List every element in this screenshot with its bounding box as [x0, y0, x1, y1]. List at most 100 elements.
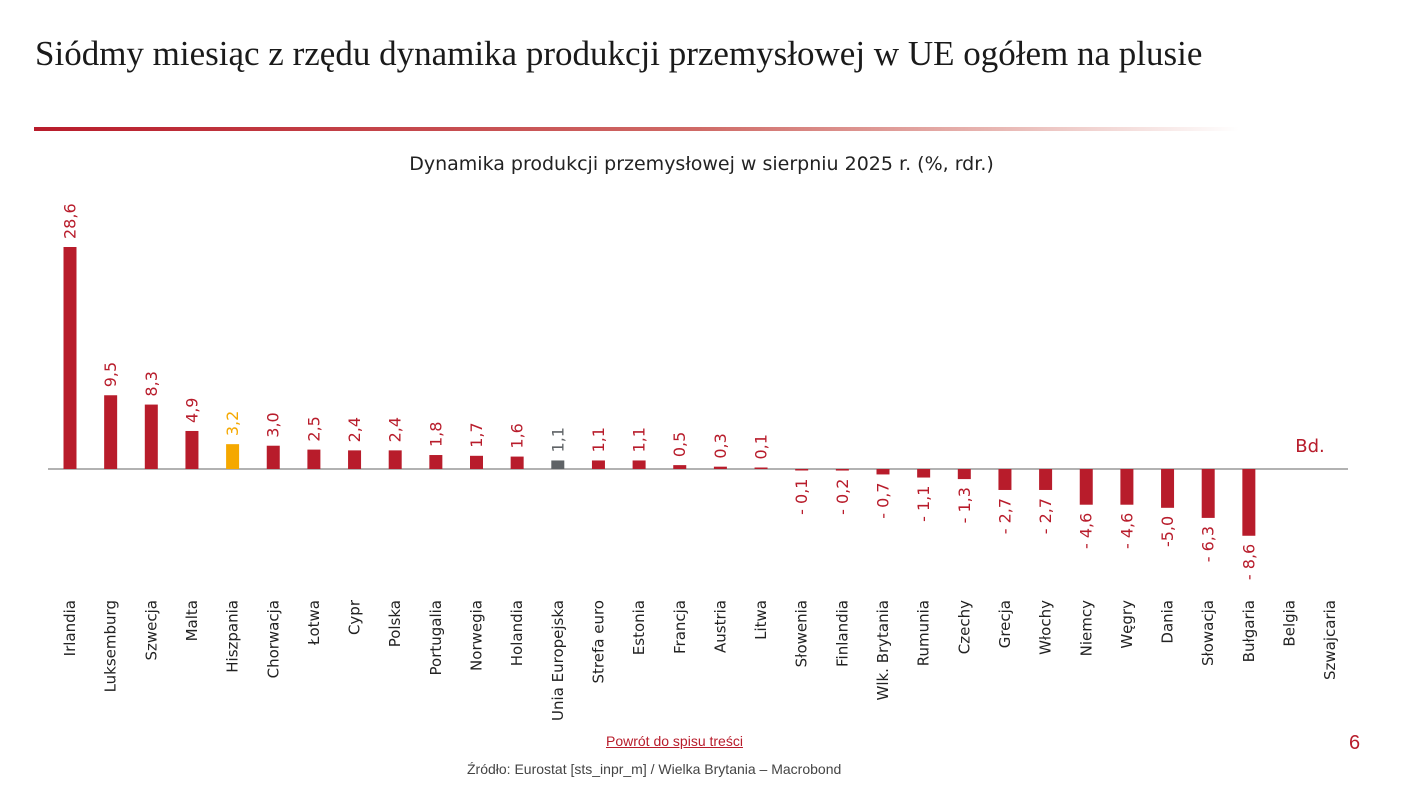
category-label: Łotwa [305, 600, 323, 646]
category-label: Węgry [1118, 600, 1136, 649]
data-label: - 1,1 [914, 486, 933, 522]
data-label: 1,1 [589, 427, 608, 452]
data-label: 1,1 [630, 427, 649, 452]
bar-Unia Europejska [551, 460, 565, 469]
category-label: Wlk. Brytania [874, 600, 892, 701]
data-label: 1,7 [467, 422, 486, 447]
missing-data-label: Bd. [1295, 436, 1325, 457]
bar-Finlandia [835, 469, 849, 471]
data-label: 3,2 [223, 411, 242, 436]
category-label: Grecja [996, 600, 1014, 648]
bar-Wlk. Brytania [876, 469, 890, 475]
bar-Dania [1161, 469, 1175, 508]
source-note: Źródło: Eurostat [sts_inpr_m] / Wielka B… [467, 761, 842, 777]
data-label: 9,5 [101, 362, 120, 387]
bar-Łotwa [307, 449, 321, 469]
category-label: Holandia [508, 600, 526, 666]
bar-Austria [713, 466, 727, 469]
category-label: Niemcy [1077, 600, 1095, 656]
bar-Rumunia [917, 469, 931, 478]
bar-Malta [185, 430, 199, 469]
category-label: Malta [183, 600, 201, 641]
category-label: Słowacja [1199, 600, 1217, 666]
data-label: 1,1 [548, 427, 567, 452]
category-label: Portugalia [427, 600, 445, 675]
data-label: 28,6 [61, 203, 80, 239]
category-label: Dania [1159, 600, 1177, 644]
bar-Strefa euro [591, 460, 605, 469]
bar-Polska [388, 450, 402, 469]
bar-Holandia [510, 456, 524, 469]
page-number: 6 [1349, 732, 1361, 754]
bar-Irlandia [63, 247, 77, 469]
title-divider [34, 127, 1239, 131]
category-label: Czechy [955, 600, 973, 654]
data-label: 3,0 [264, 412, 283, 437]
category-label: Norwegia [468, 600, 486, 671]
data-label: 0,3 [711, 433, 730, 458]
data-label: - 4,6 [1077, 513, 1096, 549]
bar-Grecja [998, 469, 1012, 490]
category-label: Luksemburg [102, 600, 120, 692]
bar-Niemcy [1079, 469, 1093, 505]
bar-Luksemburg [104, 395, 118, 469]
data-label: 2,4 [386, 417, 405, 442]
data-label: -5,0 [1158, 516, 1177, 547]
bar-Cypr [348, 450, 362, 469]
data-label: 2,5 [304, 416, 323, 441]
back-to-contents-link[interactable]: Powrót do spisu treści [606, 733, 743, 749]
category-label: Belgia [1281, 600, 1299, 647]
data-label: 1,8 [426, 422, 445, 447]
category-label: Austria [711, 600, 729, 653]
data-label: - 0,2 [833, 479, 852, 515]
category-label: Bułgaria [1240, 600, 1258, 662]
category-label: Włochy [1037, 600, 1055, 655]
category-label: Hiszpania [224, 600, 242, 673]
data-label: - 1,3 [955, 487, 974, 523]
bar-Bułgaria [1242, 469, 1256, 536]
bar-Norwegia [470, 455, 483, 469]
category-label: Cypr [346, 599, 364, 635]
bar-Szwecja [144, 404, 158, 469]
data-label: 8,3 [142, 371, 161, 396]
category-label: Polska [386, 600, 404, 647]
data-label: - 0,7 [874, 482, 893, 518]
data-label: 0,1 [752, 434, 771, 459]
category-label: Szwecja [142, 600, 160, 661]
bar-Węgry [1120, 469, 1134, 505]
bar-Hiszpania [226, 444, 240, 469]
data-label: - 4,6 [1117, 513, 1136, 549]
category-label: Unia Europejska [549, 600, 567, 721]
data-label: - 8,6 [1239, 544, 1258, 580]
data-label: 1,6 [508, 423, 527, 448]
category-label: Irlandia [61, 600, 79, 656]
category-label: Strefa euro [589, 600, 607, 683]
data-label: 2,4 [345, 417, 364, 442]
bar-Litwa [754, 467, 768, 469]
category-label: Estonia [630, 600, 648, 655]
category-label: Słowenia [793, 600, 811, 667]
category-label: Finlandia [833, 600, 851, 667]
data-label: - 2,7 [1036, 498, 1055, 534]
bar-Słowenia [795, 469, 809, 471]
data-label: - 6,3 [1199, 526, 1218, 562]
data-label: 0,5 [670, 432, 689, 457]
chart-title: Dynamika produkcji przemysłowej w sierpn… [409, 153, 994, 175]
bar-Estonia [632, 460, 646, 469]
bar-Słowacja [1201, 469, 1215, 518]
category-label: Chorwacja [264, 600, 282, 678]
bar-Chorwacja [266, 445, 280, 469]
category-label: Szwajcaria [1321, 600, 1339, 680]
bar-Francja [673, 465, 687, 469]
bar-Czechy [957, 469, 971, 480]
bar-Włochy [1039, 469, 1053, 490]
data-label: - 0,1 [792, 479, 811, 515]
category-label: Litwa [752, 600, 770, 640]
bar-Portugalia [429, 455, 443, 469]
slide-title: Siódmy miesiąc z rzędu dynamika produkcj… [35, 34, 1203, 73]
data-label: 4,9 [182, 398, 201, 423]
data-label: - 2,7 [995, 498, 1014, 534]
category-label: Francja [671, 600, 689, 654]
category-label: Rumunia [915, 600, 933, 666]
